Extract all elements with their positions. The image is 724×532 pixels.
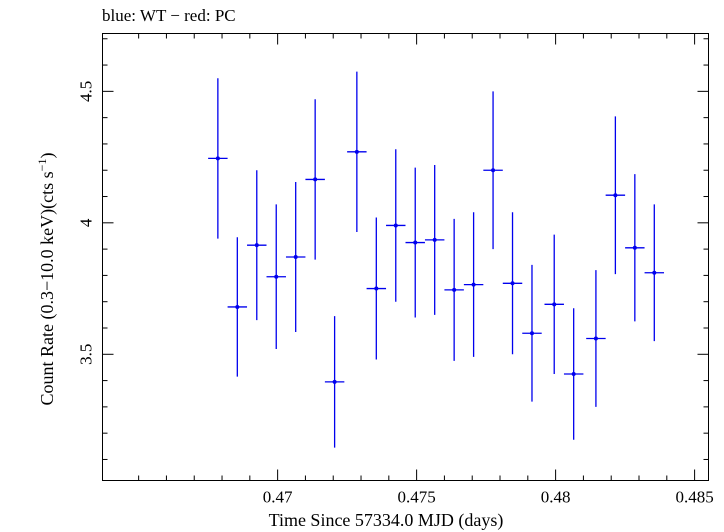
x-axis-label: Time Since 57334.0 MJD (days)	[269, 510, 504, 531]
data-marker	[552, 302, 557, 307]
data-marker	[571, 372, 576, 377]
data-point	[586, 270, 606, 407]
data-marker	[652, 270, 657, 275]
data-point	[285, 182, 306, 332]
y-axis-label-main: Count Rate (0.3−10.0 keV)(cts s	[37, 171, 58, 405]
data-point	[347, 71, 367, 233]
data-point	[405, 167, 425, 318]
x-tick-label: 0.47	[263, 488, 293, 507]
y-tick-label: 3.5	[77, 344, 96, 365]
data-marker	[413, 240, 418, 245]
data-point	[366, 217, 387, 360]
data-point	[502, 212, 523, 355]
data-point	[424, 164, 445, 315]
data-marker	[215, 156, 220, 161]
x-tick-label: 0.475	[397, 488, 435, 507]
y-axis-label-superscript: −1	[35, 159, 49, 172]
x-tick-label: 0.48	[541, 488, 571, 507]
data-marker	[593, 336, 598, 341]
data-marker	[632, 245, 637, 250]
data-marker	[293, 255, 298, 259]
data-marker	[354, 149, 359, 154]
data-marker	[529, 331, 534, 336]
data-marker	[491, 168, 496, 173]
data-point	[247, 170, 267, 321]
data-point	[483, 91, 503, 250]
data-point	[444, 218, 464, 361]
data-point	[625, 174, 645, 322]
data-point	[644, 204, 665, 342]
chart-title: blue: WT − red: PC	[102, 6, 236, 25]
data-point	[522, 264, 542, 402]
data-marker	[332, 379, 337, 384]
data-point	[227, 237, 248, 377]
data-point	[544, 234, 564, 375]
y-axis-label: Count Rate (0.3−10.0 keV)(cts s−1)	[35, 153, 58, 406]
data-marker	[510, 281, 515, 286]
y-axis: 3.5 4 4.5	[77, 38, 709, 460]
data-marker	[613, 193, 618, 198]
data-marker	[254, 243, 259, 248]
x-tick-label: 0.485	[675, 488, 713, 507]
x-axis: 0.47 0.475 0.48 0.485	[138, 33, 714, 507]
data-point	[324, 316, 345, 448]
data-point	[305, 99, 325, 260]
data-marker	[313, 177, 318, 182]
data-point	[463, 212, 484, 357]
data-marker	[274, 274, 279, 279]
y-tick-label: 4.5	[77, 81, 96, 102]
data-marker	[235, 304, 240, 309]
data-point	[605, 116, 626, 275]
data-marker	[452, 287, 457, 292]
data-series	[208, 71, 665, 448]
data-point	[266, 204, 286, 350]
data-marker	[393, 223, 398, 228]
data-marker	[432, 237, 437, 242]
data-marker	[471, 282, 476, 287]
data-marker	[374, 286, 379, 291]
y-tick-label: 4	[77, 218, 96, 227]
data-point	[208, 78, 228, 239]
y-axis-label-end: )	[37, 153, 58, 159]
plot-frame	[102, 33, 709, 481]
data-point	[386, 149, 406, 302]
data-point	[563, 308, 584, 440]
